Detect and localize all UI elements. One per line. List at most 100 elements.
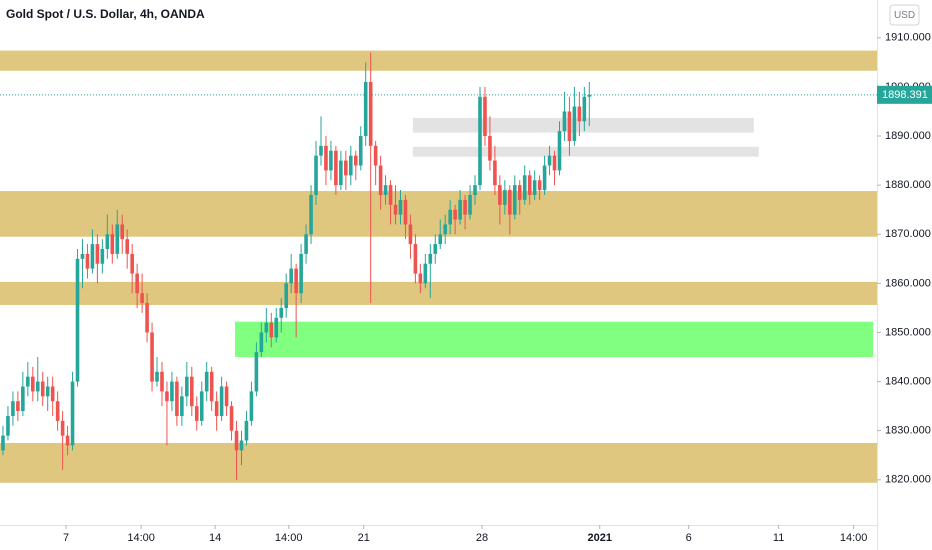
zone bbox=[412, 117, 754, 133]
candle-body bbox=[393, 204, 398, 215]
candle-body bbox=[45, 386, 50, 397]
candle-body bbox=[344, 160, 348, 176]
candle-body bbox=[378, 165, 383, 195]
candle-body bbox=[522, 175, 527, 200]
candle-body bbox=[438, 234, 443, 245]
candle-body bbox=[110, 234, 115, 254]
candle-body bbox=[35, 381, 40, 392]
candle-body bbox=[309, 194, 313, 235]
candle-body bbox=[264, 322, 269, 333]
candle-body bbox=[214, 401, 219, 416]
currency-button[interactable] bbox=[889, 4, 920, 26]
candle-body bbox=[542, 165, 547, 191]
candle-body bbox=[90, 244, 95, 269]
candle-body bbox=[373, 145, 378, 166]
candle-body bbox=[219, 386, 224, 416]
x-tick-label: 6 bbox=[686, 532, 692, 544]
candle-body bbox=[16, 401, 20, 412]
candle-body bbox=[249, 391, 254, 421]
candle-body bbox=[503, 190, 507, 205]
candle-body bbox=[105, 234, 110, 249]
y-tick-label: 1820.000 bbox=[885, 474, 931, 486]
zones bbox=[0, 50, 877, 483]
candle-body bbox=[498, 185, 502, 205]
candle-body bbox=[175, 381, 179, 416]
y-tick-label: 1840.000 bbox=[885, 376, 931, 388]
candle-body bbox=[368, 82, 373, 146]
y-tick-label: 1890.000 bbox=[885, 130, 931, 142]
zone bbox=[0, 50, 877, 71]
candle-body bbox=[527, 175, 532, 195]
time-axis bbox=[0, 525, 877, 550]
last-price-label: 1898.391 bbox=[882, 89, 928, 101]
candle-body bbox=[185, 376, 189, 397]
candle-body bbox=[453, 209, 457, 220]
candle-body bbox=[224, 386, 229, 407]
candle-body bbox=[468, 194, 472, 215]
currency-label[interactable]: USD bbox=[894, 10, 915, 21]
y-tick-label: 1860.000 bbox=[885, 277, 931, 289]
candle-body bbox=[383, 185, 388, 195]
candle-body bbox=[488, 136, 492, 161]
candle-body bbox=[125, 239, 130, 254]
candle-body bbox=[40, 381, 45, 397]
candle-body bbox=[239, 440, 244, 451]
candle-body bbox=[155, 371, 159, 382]
candle-body bbox=[552, 155, 557, 171]
candle-body bbox=[254, 352, 259, 392]
candle-body bbox=[130, 253, 134, 274]
candle-body bbox=[6, 415, 10, 436]
candle-body bbox=[194, 406, 199, 421]
candle-body bbox=[145, 303, 149, 333]
candle-body bbox=[65, 435, 70, 446]
candle-body bbox=[587, 94, 592, 97]
candle-body bbox=[294, 268, 298, 294]
candle-body bbox=[304, 234, 308, 254]
candle-body bbox=[259, 332, 264, 353]
candle-body bbox=[150, 332, 154, 382]
candle-body bbox=[493, 160, 497, 186]
candles bbox=[0, 52, 877, 480]
x-tick-label: 14:00 bbox=[127, 532, 155, 544]
candle-body bbox=[512, 185, 517, 215]
candle-body bbox=[413, 244, 418, 274]
candle-body bbox=[269, 322, 274, 338]
candle-body bbox=[473, 185, 477, 195]
candle-body bbox=[349, 155, 353, 176]
candle-body bbox=[284, 283, 289, 308]
candle-body bbox=[199, 391, 204, 421]
candle-body bbox=[448, 209, 452, 225]
candle-body bbox=[537, 180, 542, 191]
candle-body bbox=[358, 136, 363, 166]
candle-body bbox=[339, 160, 343, 186]
candle-body bbox=[363, 82, 368, 137]
candle-body bbox=[334, 150, 338, 186]
candle-body bbox=[160, 371, 164, 392]
candle-body bbox=[418, 273, 423, 284]
candle-body bbox=[562, 111, 567, 132]
candle-body bbox=[189, 376, 194, 407]
candle-body bbox=[21, 386, 25, 412]
candle-body bbox=[478, 96, 482, 186]
candle-body bbox=[85, 253, 90, 269]
candle-body bbox=[95, 244, 100, 264]
candle-body bbox=[135, 273, 139, 294]
candle-body bbox=[463, 199, 467, 215]
candle-body bbox=[428, 253, 433, 264]
candle-body bbox=[234, 430, 239, 451]
chart-title: Gold Spot / U.S. Dollar, 4h, OANDA bbox=[6, 7, 205, 21]
axes: 1820.000 1830.000 1840.000 1850.000 1860.000… bbox=[63, 32, 932, 544]
candle-body bbox=[209, 371, 214, 402]
candle-body bbox=[483, 96, 487, 137]
candle-body bbox=[244, 420, 249, 441]
candle-body bbox=[100, 248, 105, 264]
x-tick-label: 28 bbox=[476, 532, 488, 544]
x-tick-label: 11 bbox=[773, 532, 784, 544]
candle-body bbox=[567, 111, 572, 141]
candle-body bbox=[403, 199, 408, 225]
zone bbox=[0, 442, 877, 483]
x-tick-label: 2021 bbox=[587, 532, 611, 544]
candle-body bbox=[229, 406, 234, 431]
candle-body bbox=[55, 401, 60, 421]
